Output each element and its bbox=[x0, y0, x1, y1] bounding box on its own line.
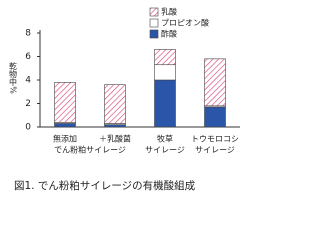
chart: 乾物中% 図1. でん粉粕サイレージの有機酸組成 0 2 4 6 8 無添加でん粉粕サイレ… bbox=[9, 7, 240, 192]
legend-label: 酢酸 bbox=[161, 29, 177, 39]
x-sub-label: サイレージ bbox=[145, 146, 185, 155]
legend-swatch bbox=[149, 7, 159, 17]
legend-swatch bbox=[149, 29, 159, 39]
legend-swatch bbox=[149, 18, 159, 28]
bar-segment bbox=[154, 79, 176, 128]
y-tick-label: 2 bbox=[25, 99, 31, 109]
bar-segment bbox=[54, 82, 76, 123]
x-sub-label: サイレージ bbox=[195, 146, 235, 155]
y-axis-label: 乾物中% bbox=[9, 61, 18, 94]
x-tick-label: 牧草 bbox=[157, 134, 173, 144]
x-tick-label: トウモロコシ bbox=[191, 135, 239, 144]
page: 乾物中% 図1. でん粉粕サイレージの有機酸組成 0 2 4 6 8 無添加 でん粉粕サイレ… bbox=[8, 6, 240, 192]
x-tick-label: 無添加 bbox=[53, 134, 77, 144]
caption: 図1. でん粉粕サイレージの有機酸組成 bbox=[14, 179, 196, 192]
y-tick-label: 4 bbox=[25, 76, 31, 86]
y-tick-label: 6 bbox=[25, 52, 31, 62]
legend-label: 乳酸 bbox=[161, 7, 177, 17]
y-tick-label: 0 bbox=[25, 123, 31, 133]
bar-segment bbox=[104, 124, 126, 128]
bar-segment bbox=[54, 123, 76, 128]
bar-segment bbox=[154, 49, 176, 66]
bar-segment bbox=[204, 58, 226, 107]
legend-label: プロピオン酸 bbox=[161, 18, 209, 28]
bar-segment bbox=[104, 84, 126, 124]
x-sub-label: でん粉粕サイレージ bbox=[54, 145, 126, 155]
bar-segment bbox=[204, 106, 226, 128]
bar-segment bbox=[154, 64, 176, 81]
x-tick-label: ＋乳酸菌 bbox=[99, 134, 131, 144]
y-tick-label: 8 bbox=[25, 29, 31, 39]
